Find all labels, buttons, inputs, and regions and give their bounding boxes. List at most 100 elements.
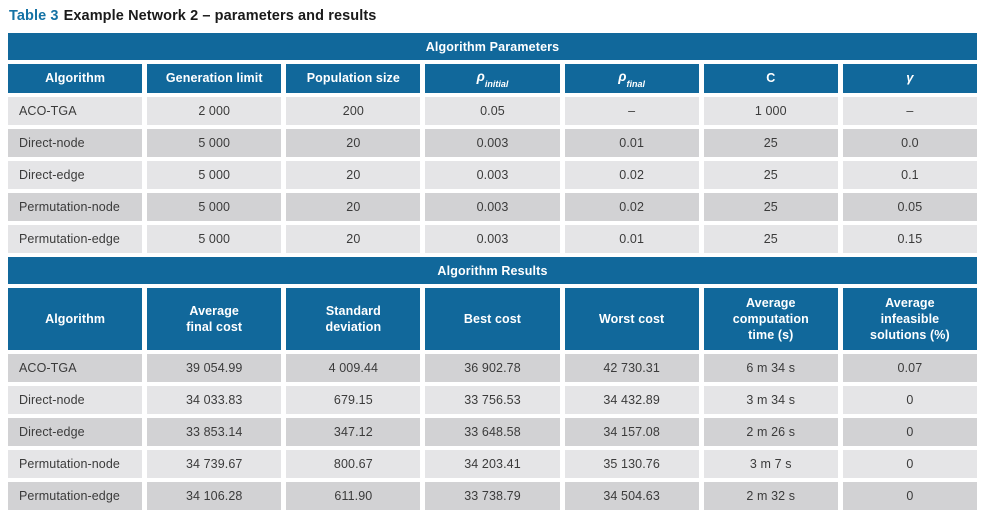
results-row-direct-edge: Direct-edge 33 853.14 347.12 33 648.58 3…	[8, 418, 977, 446]
parameters-row-permutation-node: Permutation-node 5 000 20 0.003 0.02 25 …	[8, 193, 977, 221]
cell: 25	[703, 161, 838, 189]
header-cell-algorithm: Algorithm	[8, 288, 143, 350]
parameters-section-header: Algorithm Parameters	[8, 33, 977, 60]
table-caption-text: Example Network 2 – parameters and resul…	[63, 8, 377, 24]
cell: 5 000	[147, 225, 282, 253]
cell: 20	[286, 225, 421, 253]
cell-algorithm-name: Direct-node	[8, 129, 143, 157]
cell: 800.67	[286, 450, 421, 478]
header-cell-generation-limit: Generation limit	[147, 64, 282, 93]
cell: 0.05	[842, 193, 977, 221]
cell: 0.07	[842, 354, 977, 382]
parameters-header-row: Algorithm Generation limit Population si…	[8, 64, 977, 93]
gamma-symbol: γ	[906, 70, 914, 86]
header-cell-best-cost: Best cost	[425, 288, 560, 350]
cell: 0.003	[425, 129, 560, 157]
cell: 33 853.14	[147, 418, 282, 446]
cell: 25	[703, 225, 838, 253]
cell: 679.15	[286, 386, 421, 414]
cell-algorithm-name: Permutation-node	[8, 450, 143, 478]
cell: 5 000	[147, 161, 282, 189]
results-row-permutation-edge: Permutation-edge 34 106.28 611.90 33 738…	[8, 482, 977, 510]
cell: 5 000	[147, 193, 282, 221]
cell: 611.90	[286, 482, 421, 510]
cell: 34 432.89	[564, 386, 699, 414]
cell: –	[842, 97, 977, 125]
cell: 2 m 32 s	[703, 482, 838, 510]
cell: 0.003	[425, 193, 560, 221]
cell: 34 106.28	[147, 482, 282, 510]
cell: 200	[286, 97, 421, 125]
cell: 20	[286, 161, 421, 189]
cell: 0.0	[842, 129, 977, 157]
cell: 347.12	[286, 418, 421, 446]
header-cell-standard-deviation: Standard deviation	[286, 288, 421, 350]
cell: 25	[703, 129, 838, 157]
cell: 2 000	[147, 97, 282, 125]
cell: 3 m 7 s	[703, 450, 838, 478]
cell: 0.02	[564, 193, 699, 221]
cell: 25	[703, 193, 838, 221]
header-cell-average-final-cost: Average final cost	[147, 288, 282, 350]
algorithm-table: Algorithm Parameters Algorithm Generatio…	[8, 33, 977, 510]
header-cell-algorithm: Algorithm	[8, 64, 143, 93]
cell-algorithm-name: Direct-edge	[8, 161, 143, 189]
cell: 0.01	[564, 129, 699, 157]
cell: 0.003	[425, 225, 560, 253]
header-cell-avg-computation-time: Average computation time (s)	[703, 288, 838, 350]
rho-initial-symbol: ρinitial	[476, 69, 509, 89]
cell-algorithm-name: Direct-edge	[8, 418, 143, 446]
cell: 0.01	[564, 225, 699, 253]
cell: 5 000	[147, 129, 282, 157]
cell: 0.02	[564, 161, 699, 189]
parameters-row-direct-node: Direct-node 5 000 20 0.003 0.01 25 0.0	[8, 129, 977, 157]
cell: 2 m 26 s	[703, 418, 838, 446]
results-row-aco-tga: ACO-TGA 39 054.99 4 009.44 36 902.78 42 …	[8, 354, 977, 382]
cell: 34 739.67	[147, 450, 282, 478]
cell: 42 730.31	[564, 354, 699, 382]
cell: 0.05	[425, 97, 560, 125]
cell: 33 648.58	[425, 418, 560, 446]
parameters-row-permutation-edge: Permutation-edge 5 000 20 0.003 0.01 25 …	[8, 225, 977, 253]
results-row-permutation-node: Permutation-node 34 739.67 800.67 34 203…	[8, 450, 977, 478]
cell: 0	[842, 450, 977, 478]
cell-algorithm-name: ACO-TGA	[8, 354, 143, 382]
cell: 34 033.83	[147, 386, 282, 414]
cell: 33 756.53	[425, 386, 560, 414]
cell: 3 m 34 s	[703, 386, 838, 414]
cell-algorithm-name: Permutation-node	[8, 193, 143, 221]
header-cell-c: C	[703, 64, 838, 93]
header-cell-population-size: Population size	[286, 64, 421, 93]
cell: 0.1	[842, 161, 977, 189]
header-cell-rho-initial: ρinitial	[425, 64, 560, 93]
cell: 1 000	[703, 97, 838, 125]
cell: 0.003	[425, 161, 560, 189]
header-cell-worst-cost: Worst cost	[564, 288, 699, 350]
cell: 4 009.44	[286, 354, 421, 382]
results-section-header: Algorithm Results	[8, 257, 977, 284]
table-caption: Table 3 Example Network 2 – parameters an…	[9, 8, 977, 24]
results-header-row: Algorithm Average final cost Standard de…	[8, 288, 977, 350]
parameters-row-direct-edge: Direct-edge 5 000 20 0.003 0.02 25 0.1	[8, 161, 977, 189]
header-cell-gamma: γ	[842, 64, 977, 93]
cell: 34 203.41	[425, 450, 560, 478]
cell: 34 504.63	[564, 482, 699, 510]
page: Table 3 Example Network 2 – parameters an…	[8, 8, 977, 510]
cell: 20	[286, 193, 421, 221]
cell: 0.15	[842, 225, 977, 253]
cell: 35 130.76	[564, 450, 699, 478]
cell: 0	[842, 386, 977, 414]
cell: 34 157.08	[564, 418, 699, 446]
cell-algorithm-name: Permutation-edge	[8, 482, 143, 510]
results-row-direct-node: Direct-node 34 033.83 679.15 33 756.53 3…	[8, 386, 977, 414]
cell: –	[564, 97, 699, 125]
cell: 6 m 34 s	[703, 354, 838, 382]
cell-algorithm-name: Permutation-edge	[8, 225, 143, 253]
cell: 36 902.78	[425, 354, 560, 382]
table-caption-number: Table 3	[9, 8, 59, 24]
cell-algorithm-name: Direct-node	[8, 386, 143, 414]
cell: 39 054.99	[147, 354, 282, 382]
cell: 0	[842, 482, 977, 510]
cell: 0	[842, 418, 977, 446]
cell: 20	[286, 129, 421, 157]
